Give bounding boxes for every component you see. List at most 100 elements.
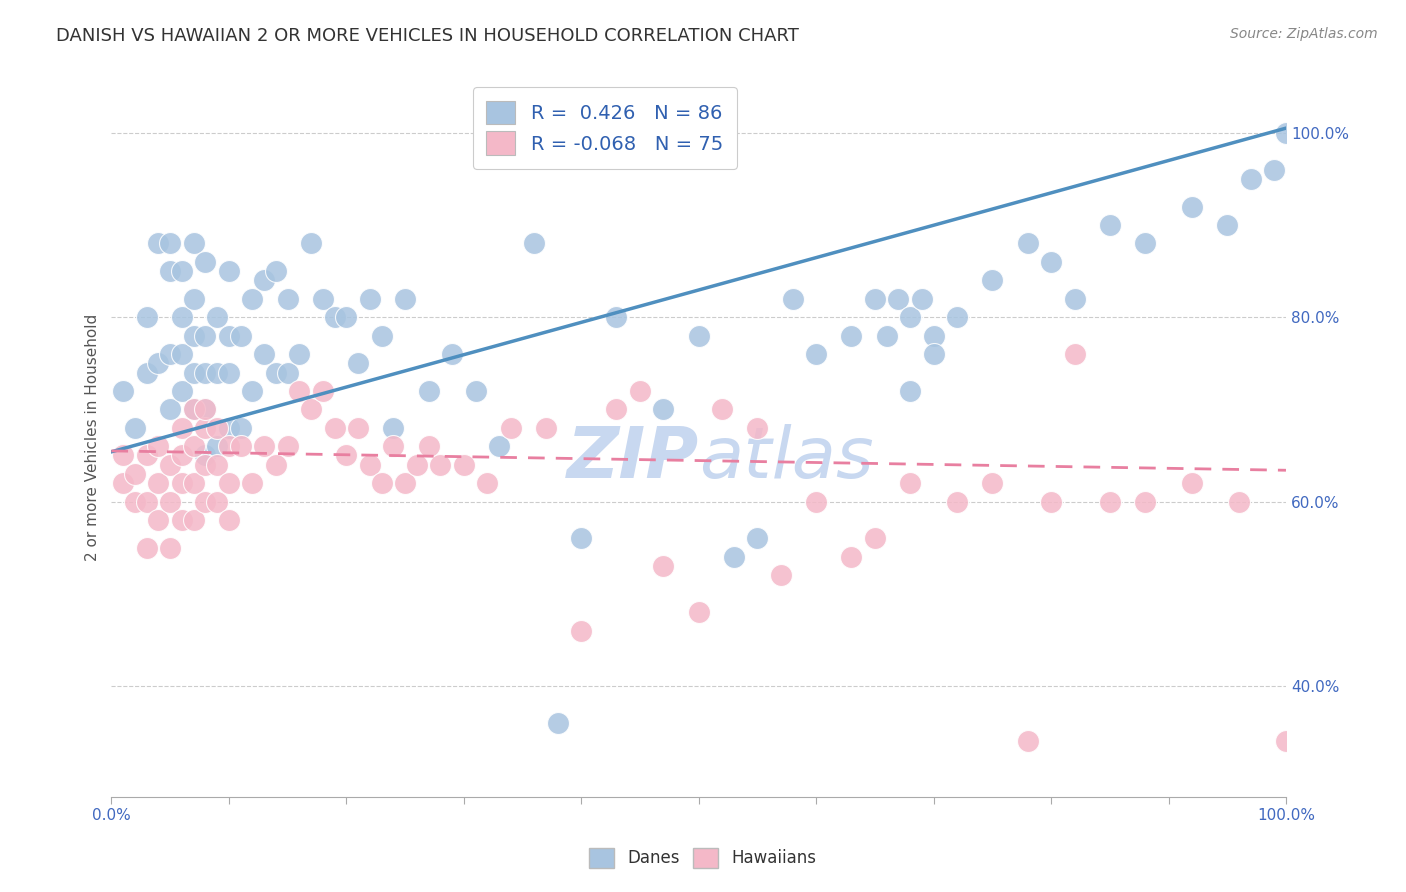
Y-axis label: 2 or more Vehicles in Household: 2 or more Vehicles in Household	[86, 313, 100, 561]
Point	[394, 292, 416, 306]
Point	[159, 347, 181, 361]
Point	[769, 568, 792, 582]
Point	[323, 310, 346, 325]
Point	[218, 328, 240, 343]
Point	[347, 356, 370, 370]
Point	[418, 384, 440, 398]
Point	[159, 264, 181, 278]
Point	[1017, 236, 1039, 251]
Point	[453, 458, 475, 472]
Point	[277, 439, 299, 453]
Point	[723, 549, 745, 564]
Point	[112, 476, 135, 491]
Point	[981, 273, 1004, 287]
Point	[183, 366, 205, 380]
Text: ZIP: ZIP	[567, 424, 699, 493]
Point	[240, 476, 263, 491]
Point	[876, 328, 898, 343]
Point	[183, 402, 205, 417]
Point	[418, 439, 440, 453]
Point	[1275, 126, 1298, 140]
Point	[1133, 494, 1156, 508]
Point	[1017, 734, 1039, 748]
Point	[605, 310, 627, 325]
Point	[148, 476, 170, 491]
Point	[124, 494, 146, 508]
Point	[747, 421, 769, 435]
Point	[1181, 200, 1204, 214]
Point	[1098, 494, 1121, 508]
Point	[170, 264, 193, 278]
Point	[135, 494, 157, 508]
Point	[218, 421, 240, 435]
Point	[183, 439, 205, 453]
Point	[946, 494, 969, 508]
Point	[112, 449, 135, 463]
Point	[205, 458, 228, 472]
Point	[922, 347, 945, 361]
Point	[183, 292, 205, 306]
Point	[183, 402, 205, 417]
Point	[229, 421, 252, 435]
Point	[194, 402, 217, 417]
Point	[863, 292, 886, 306]
Point	[841, 549, 863, 564]
Point	[194, 366, 217, 380]
Point	[170, 310, 193, 325]
Point	[477, 476, 499, 491]
Point	[135, 310, 157, 325]
Point	[370, 328, 392, 343]
Point	[288, 384, 311, 398]
Point	[488, 439, 510, 453]
Point	[1063, 347, 1085, 361]
Legend: Danes, Hawaiians: Danes, Hawaiians	[582, 841, 824, 875]
Point	[218, 264, 240, 278]
Point	[194, 449, 217, 463]
Point	[782, 292, 804, 306]
Point	[569, 624, 592, 638]
Point	[253, 439, 276, 453]
Text: DANISH VS HAWAIIAN 2 OR MORE VEHICLES IN HOUSEHOLD CORRELATION CHART: DANISH VS HAWAIIAN 2 OR MORE VEHICLES IN…	[56, 27, 799, 45]
Point	[887, 292, 910, 306]
Point	[464, 384, 486, 398]
Point	[159, 402, 181, 417]
Point	[1227, 494, 1250, 508]
Point	[359, 292, 381, 306]
Point	[240, 292, 263, 306]
Point	[183, 236, 205, 251]
Point	[898, 384, 921, 398]
Point	[335, 310, 357, 325]
Point	[441, 347, 464, 361]
Point	[523, 236, 546, 251]
Point	[288, 347, 311, 361]
Point	[382, 439, 405, 453]
Point	[205, 366, 228, 380]
Point	[688, 605, 710, 619]
Point	[323, 421, 346, 435]
Point	[170, 384, 193, 398]
Point	[253, 273, 276, 287]
Point	[170, 347, 193, 361]
Point	[359, 458, 381, 472]
Point	[312, 384, 335, 398]
Point	[382, 421, 405, 435]
Point	[124, 467, 146, 481]
Point	[841, 328, 863, 343]
Point	[534, 421, 557, 435]
Point	[405, 458, 427, 472]
Point	[299, 402, 322, 417]
Point	[148, 439, 170, 453]
Point	[264, 264, 287, 278]
Point	[569, 532, 592, 546]
Point	[804, 347, 827, 361]
Point	[922, 328, 945, 343]
Point	[429, 458, 451, 472]
Point	[170, 513, 193, 527]
Point	[183, 513, 205, 527]
Point	[205, 494, 228, 508]
Point	[898, 476, 921, 491]
Point	[711, 402, 734, 417]
Point	[299, 236, 322, 251]
Point	[240, 384, 263, 398]
Point	[170, 421, 193, 435]
